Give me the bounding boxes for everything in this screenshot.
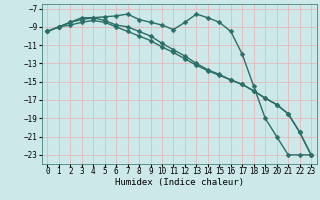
X-axis label: Humidex (Indice chaleur): Humidex (Indice chaleur) [115,178,244,187]
